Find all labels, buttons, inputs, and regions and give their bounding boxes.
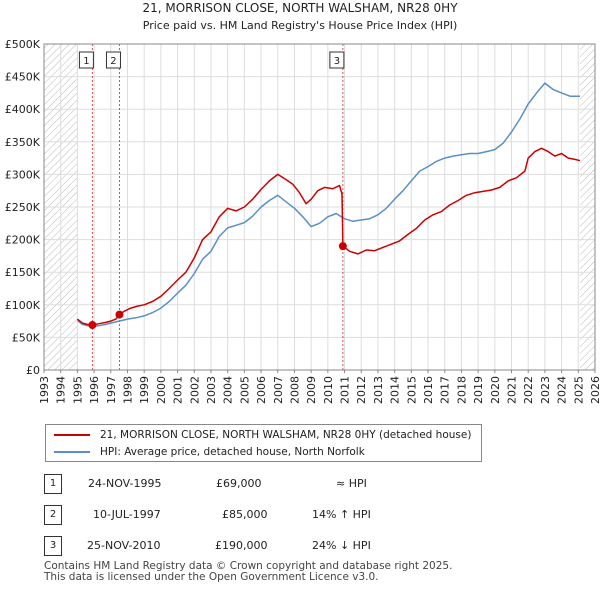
x-tick-label: 2013 [372, 376, 385, 404]
y-tick-label: £150K [5, 266, 41, 279]
x-tick-label: 2000 [155, 376, 168, 404]
transaction-date: 10-JUL-1997 [93, 508, 161, 521]
transaction-price: £69,000 [216, 477, 262, 490]
y-tick-label: £450K [5, 71, 41, 84]
marker-badge-label: 1 [83, 56, 89, 67]
x-tick-label: 1997 [105, 376, 118, 404]
legend-item-hpi: HPI: Average price, detached house, Nort… [54, 444, 365, 460]
y-tick-label: £500K [5, 38, 41, 51]
marker-point [115, 310, 124, 319]
y-tick-label: £100K [5, 299, 41, 312]
y-tick-label: £350K [5, 136, 41, 149]
legend: 21, MORRISON CLOSE, NORTH WALSHAM, NR28 … [45, 424, 482, 462]
x-tick-label: 1995 [71, 376, 84, 404]
footer-licence: This data is licensed under the Open Gov… [44, 571, 379, 583]
x-tick-label: 1993 [38, 376, 51, 404]
x-tick-label: 2011 [339, 376, 352, 404]
x-tick-label: 2005 [238, 376, 251, 404]
transaction-price: £190,000 [215, 539, 268, 552]
x-tick-label: 2021 [506, 376, 519, 404]
x-tick-label: 2024 [556, 376, 569, 404]
marker-badge-box [78, 51, 94, 69]
legend-label-property: 21, MORRISON CLOSE, NORTH WALSHAM, NR28 … [100, 429, 472, 441]
transaction-date: 25-NOV-2010 [87, 539, 161, 552]
x-tick-label: 2015 [405, 376, 418, 404]
x-tick-label: 2004 [222, 376, 235, 404]
legend-swatch-hpi [54, 451, 90, 453]
x-tick-label: 1999 [138, 376, 151, 404]
chart-subtitle: Price paid vs. HM Land Registry's House … [143, 19, 458, 32]
x-tick-label: 2023 [539, 376, 552, 404]
transaction-date: 24-NOV-1995 [88, 477, 162, 490]
x-tick-label: 2018 [455, 376, 468, 404]
price-chart: 21, MORRISON CLOSE, NORTH WALSHAM, NR28 … [5, 1, 600, 404]
series-line-property [76, 147, 581, 326]
x-tick-label: 2002 [188, 376, 201, 404]
x-tick-label: 2016 [422, 376, 435, 404]
x-tick-label: 2008 [288, 376, 301, 404]
chart-title: 21, MORRISON CLOSE, NORTH WALSHAM, NR28 … [142, 1, 458, 15]
legend-item-property: 21, MORRISON CLOSE, NORTH WALSHAM, NR28 … [54, 427, 471, 443]
transaction-row: 1 24-NOV-1995 £69,000 ≈ HPI [44, 474, 584, 494]
marker-point [338, 242, 347, 251]
x-tick-label: 2010 [322, 376, 335, 404]
y-tick-label: £200K [5, 234, 41, 247]
x-tick-label: 2020 [489, 376, 502, 404]
transaction-hpi: ≈ HPI [336, 477, 367, 490]
x-tick-label: 2025 [572, 376, 585, 404]
x-tick-label: 2006 [255, 376, 268, 404]
legend-swatch-property [54, 434, 90, 436]
transaction-row: 2 10-JUL-1997 £85,000 14% ↑ HPI [44, 505, 584, 525]
footer: Contains HM Land Registry data © Crown c… [44, 561, 452, 583]
marker-badge-label: 3 [334, 56, 340, 67]
x-tick-label: 1998 [121, 376, 134, 404]
transaction-hpi: 24% ↓ HPI [312, 539, 371, 552]
transaction-price: £85,000 [222, 508, 268, 521]
marker-point [88, 321, 97, 330]
transaction-badge: 3 [44, 536, 62, 556]
plot-frame [43, 43, 596, 371]
marker-badge-box [329, 51, 345, 69]
transaction-row: 3 25-NOV-2010 £190,000 24% ↓ HPI [44, 536, 584, 556]
legend-label-hpi: HPI: Average price, detached house, Nort… [100, 446, 365, 458]
x-tick-label: 2012 [355, 376, 368, 404]
x-tick-label: 1994 [55, 376, 68, 404]
x-tick-label: 2001 [172, 376, 185, 404]
x-tick-label: 2017 [439, 376, 452, 404]
transaction-badge: 1 [44, 474, 62, 494]
x-tick-label: 2007 [272, 376, 285, 404]
y-tick-label: £0 [26, 364, 40, 377]
y-tick-label: £400K [5, 103, 41, 116]
x-tick-label: 2009 [305, 376, 318, 404]
marker-badge-box [105, 51, 121, 69]
y-tick-label: £50K [12, 331, 41, 344]
y-tick-label: £300K [5, 168, 41, 181]
x-tick-label: 2003 [205, 376, 218, 404]
footer-copyright: Contains HM Land Registry data © Crown c… [44, 560, 453, 572]
x-tick-label: 2022 [522, 376, 535, 404]
x-tick-label: 2026 [589, 376, 600, 404]
x-tick-label: 2014 [389, 376, 402, 404]
y-tick-label: £250K [5, 201, 41, 214]
x-tick-label: 2019 [472, 376, 485, 404]
series-line-hpi [76, 82, 580, 328]
marker-badge-label: 2 [110, 56, 116, 67]
transaction-badge: 2 [44, 505, 62, 525]
transaction-hpi: 14% ↑ HPI [312, 508, 371, 521]
x-tick-label: 1996 [88, 376, 101, 404]
